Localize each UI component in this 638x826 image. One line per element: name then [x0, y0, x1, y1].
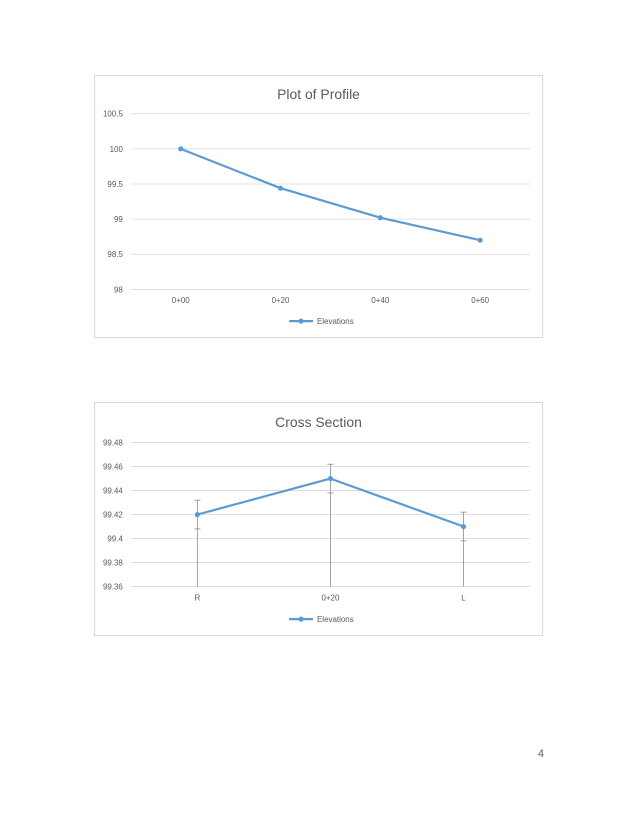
- y-tick-label: 99: [114, 215, 123, 224]
- x-tick-label: 0+40: [371, 296, 389, 305]
- y-tick-label: 99.42: [103, 511, 123, 520]
- y-tick-label: 99.44: [103, 487, 123, 496]
- x-tick-label: 0+60: [471, 296, 489, 305]
- data-point: [377, 215, 383, 221]
- cross-section-chart: Cross Section 99.36 99.38 99.4 99.42 99.44 99…: [94, 402, 543, 636]
- data-point: [460, 523, 467, 530]
- page-number: 4: [537, 748, 544, 760]
- y-tick-label: 99.36: [103, 582, 123, 591]
- y-tick-label: 100: [110, 145, 124, 154]
- series-line-elevations: [180, 147, 481, 242]
- y-tick-label: 99.46: [103, 463, 123, 472]
- x-tick-label: R: [195, 593, 201, 602]
- y-tick-label: 99.38: [103, 558, 123, 567]
- data-point: [327, 476, 334, 482]
- y-tick-label: 100.5: [103, 110, 123, 119]
- y-tick-label: 98.5: [107, 250, 123, 259]
- y-tick-label: 99.4: [107, 534, 123, 543]
- legend-swatch-marker: [298, 616, 304, 622]
- y-tick-label: 98: [114, 285, 123, 294]
- x-tick-label: 0+20: [321, 593, 340, 602]
- profile-chart: Plot of Profile 98 98.5 99 99.5 100 100.5 0+00…: [94, 75, 543, 338]
- x-tick-label: 0+20: [272, 296, 290, 305]
- y-tick-label: 99.48: [103, 439, 123, 448]
- chart-title: Plot of Profile: [277, 86, 360, 102]
- y-tick-label: 99.5: [107, 180, 123, 189]
- chart-title: Cross Section: [275, 414, 362, 430]
- x-tick-label: 0+00: [172, 296, 190, 305]
- legend-label: Elevations: [317, 317, 354, 326]
- data-point: [178, 146, 184, 152]
- profile-chart-svg: Plot of Profile 98 98.5 99 99.5 100 100.5 0+00…: [103, 86, 531, 326]
- legend-label: Elevations: [317, 615, 354, 624]
- legend-swatch-marker: [298, 318, 304, 324]
- data-point: [277, 185, 284, 191]
- cross-section-chart-svg: Cross Section 99.36 99.38 99.4 99.42 99.44 99…: [103, 414, 531, 624]
- data-point: [194, 511, 200, 518]
- x-tick-label: L: [461, 593, 466, 602]
- data-point: [477, 237, 483, 243]
